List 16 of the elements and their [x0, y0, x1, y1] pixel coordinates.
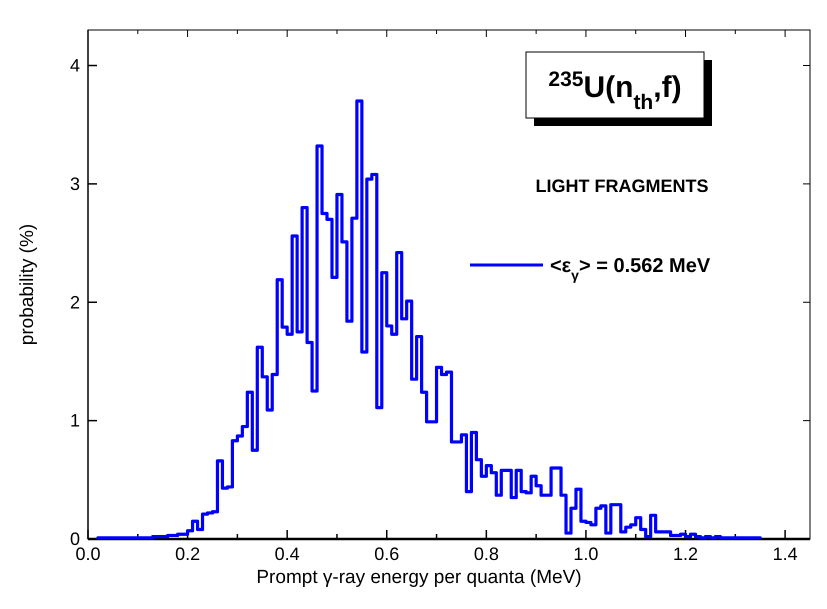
x-tick-label: 0.2 — [175, 544, 200, 564]
annotation: LIGHT FRAGMENTS — [536, 176, 708, 196]
y-tick-label: 4 — [70, 56, 80, 76]
y-tick-label: 3 — [70, 174, 80, 194]
y-axis-title: probability (%) — [17, 224, 38, 346]
x-tick-label: 0.8 — [474, 544, 499, 564]
legend-label: <ε$_{γ}$> = 0.562 MeV — [550, 255, 711, 283]
annotation: $^{235}$U(n$_{th}$,f) — [548, 68, 682, 114]
x-tick-label: 0.4 — [274, 544, 300, 564]
x-tick-label: 0.6 — [374, 544, 400, 564]
x-tick-label: 1.4 — [772, 544, 798, 564]
x-axis-title: Prompt γ-ray energy per quanta (MeV) — [256, 567, 582, 588]
x-tick-label: 1.2 — [673, 544, 698, 564]
y-tick-label: 1 — [70, 410, 80, 431]
x-tick-label: 1.0 — [573, 544, 598, 564]
y-tick-label: 2 — [70, 292, 80, 312]
